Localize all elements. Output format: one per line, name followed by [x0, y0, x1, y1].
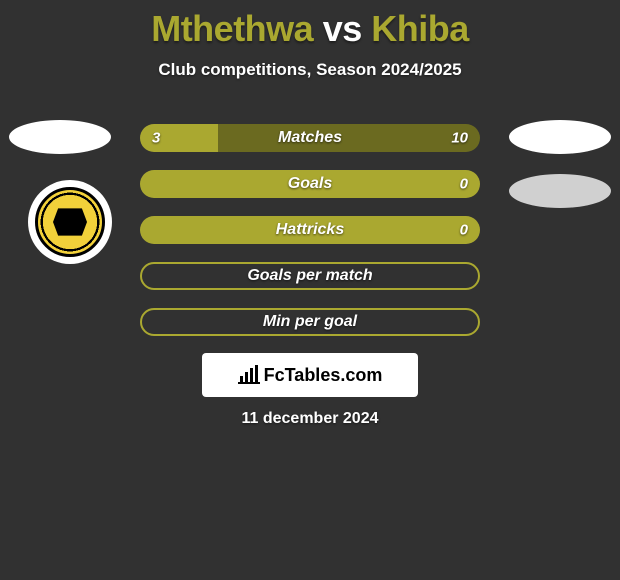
player2-name: Khiba	[371, 8, 469, 49]
stat-label: Min per goal	[263, 313, 357, 331]
subtitle: Club competitions, Season 2024/2025	[0, 60, 620, 80]
brand-text: FcTables.com	[264, 365, 383, 386]
chart-icon	[238, 366, 260, 384]
comparison-title: Mthethwa vs Khiba	[0, 0, 620, 50]
stat-value-right: 0	[460, 222, 468, 239]
stat-value-right: 10	[451, 130, 468, 147]
player1-club-badge	[28, 180, 112, 264]
player1-name: Mthethwa	[151, 8, 313, 49]
player2-club-avatar	[509, 174, 611, 208]
stat-label: Hattricks	[276, 221, 344, 239]
stat-label: Matches	[278, 129, 342, 147]
stat-bar: Goals per match	[140, 262, 480, 290]
stat-bar: Goals 0	[140, 170, 480, 198]
stat-label: Goals	[288, 175, 332, 193]
date-text: 11 december 2024	[0, 410, 620, 428]
stat-value-left: 3	[152, 130, 160, 147]
stat-bar: Matches 3 10	[140, 124, 480, 152]
stat-label: Goals per match	[247, 267, 372, 285]
brand-box[interactable]: FcTables.com	[202, 353, 418, 397]
player1-avatar	[9, 120, 111, 154]
vs-text: vs	[323, 8, 362, 49]
kaizer-chiefs-icon	[35, 187, 105, 257]
stat-bars: Matches 3 10 Goals 0 Hattricks 0 Goals per matc…	[140, 124, 480, 354]
stat-value-right: 0	[460, 176, 468, 193]
stat-bar: Hattricks 0	[140, 216, 480, 244]
stat-bar: Min per goal	[140, 308, 480, 336]
player2-avatar	[509, 120, 611, 154]
